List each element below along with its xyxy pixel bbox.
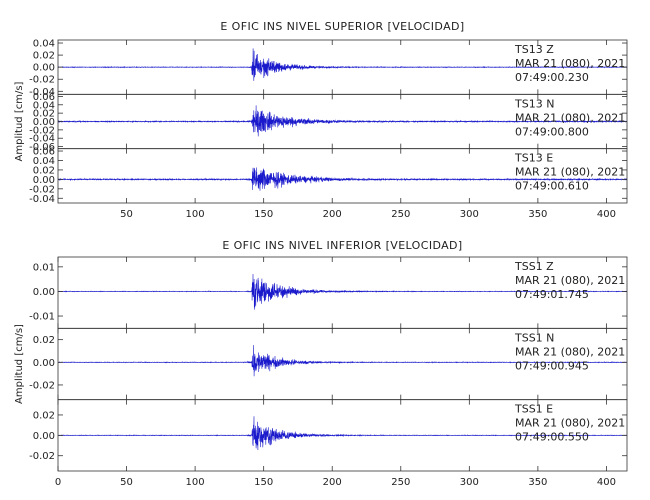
y-axis-label: Amplitud [cm/s] — [14, 324, 25, 404]
x-tick-label: 100 — [186, 209, 205, 220]
y-axis-label: Amplitud [cm/s] — [14, 81, 25, 161]
y-tick-label: -0.02 — [29, 125, 55, 136]
x-tick-label: 50 — [120, 477, 133, 488]
y-tick-label: 0.01 — [33, 262, 55, 273]
x-tick-label: 300 — [460, 209, 479, 220]
y-tick-label: 0.00 — [33, 117, 55, 128]
y-tick-label: -0.06 — [29, 142, 55, 153]
y-tick-label: 0.04 — [33, 39, 55, 50]
waveform-line — [57, 105, 628, 137]
x-tick-label: 150 — [254, 477, 273, 488]
x-tick-label: 250 — [391, 209, 410, 220]
y-tick-label: -0.01 — [29, 312, 55, 323]
time-label: 07:49:00.945 — [515, 359, 589, 372]
subplot-frame — [57, 148, 628, 204]
y-tick-label: -0.02 — [29, 380, 55, 391]
time-label: 07:49:00.230 — [515, 71, 589, 84]
x-tick-label: 100 — [186, 477, 205, 488]
x-tick-label: 350 — [528, 209, 547, 220]
time-label: 07:49:01.745 — [515, 288, 589, 301]
x-tick-label: 50 — [120, 209, 133, 220]
y-tick-label: -0.02 — [29, 184, 55, 195]
station-label: TS13 N — [514, 97, 554, 110]
x-tick-label: 400 — [597, 477, 616, 488]
date-label: MAR 21 (080), 2021 — [515, 166, 625, 179]
date-label: MAR 21 (080), 2021 — [515, 345, 625, 358]
chart-panel-2: E OFIC INS NIVEL INFERIOR [VELOCIDAD] Amp… — [14, 239, 628, 488]
station-label: TS13 E — [514, 152, 553, 165]
y-tick-label: 0.04 — [33, 100, 55, 111]
time-label: 07:49:00.550 — [515, 431, 589, 444]
y-tick-label: 0.02 — [33, 51, 55, 62]
x-tick-label: 200 — [323, 477, 342, 488]
y-tick-label: -0.02 — [29, 75, 55, 86]
date-label: MAR 21 (080), 2021 — [515, 417, 625, 430]
chart-panel-1: E OFIC INS NIVEL SUPERIOR [VELOCIDAD] Amp… — [14, 20, 628, 220]
chart-title: E OFIC INS NIVEL SUPERIOR [VELOCIDAD] — [220, 20, 464, 33]
y-tick-label: 0.02 — [33, 165, 55, 176]
y-tick-label: -0.04 — [29, 194, 55, 205]
y-tick-label: 0.06 — [33, 92, 55, 103]
x-tick-label: 350 — [528, 477, 547, 488]
y-tick-label: -0.04 — [29, 134, 55, 145]
station-label: TS13 Z — [514, 43, 554, 56]
station-label: TSS1 Z — [514, 260, 554, 273]
y-tick-label: 0.02 — [33, 410, 55, 421]
station-label: TSS1 E — [514, 403, 553, 416]
x-tick-label: 0 — [55, 477, 61, 488]
station-label: TSS1 N — [514, 331, 554, 344]
waveform-line — [57, 273, 627, 310]
x-tick-label: 300 — [460, 477, 479, 488]
date-label: MAR 21 (080), 2021 — [515, 57, 625, 70]
x-tick-label: 400 — [597, 209, 616, 220]
y-tick-label: 0.00 — [33, 175, 55, 186]
y-tick-label: 0.00 — [33, 358, 55, 369]
trace-ts13-n: 0.060.040.020.00-0.02-0.04-0.06 TS13 NMAR… — [29, 92, 628, 153]
waveform-line — [57, 345, 628, 377]
x-tick-label: 250 — [391, 477, 410, 488]
y-tick-label: 0.02 — [33, 109, 55, 120]
waveform-line — [57, 48, 628, 81]
time-label: 07:49:00.800 — [515, 125, 589, 138]
y-tick-label: 0.02 — [33, 335, 55, 346]
time-label: 07:49:00.610 — [515, 180, 589, 193]
date-label: MAR 21 (080), 2021 — [515, 111, 625, 124]
y-tick-label: 0.00 — [33, 431, 55, 442]
y-tick-label: 0.00 — [33, 63, 55, 74]
waveform-line — [57, 416, 628, 451]
x-tick-label: 150 — [254, 209, 273, 220]
waveform-line — [57, 167, 628, 191]
y-tick-label: 0.04 — [33, 156, 55, 167]
y-tick-label: 0.06 — [33, 147, 55, 158]
date-label: MAR 21 (080), 2021 — [515, 274, 625, 287]
chart-title: E OFIC INS NIVEL INFERIOR [VELOCIDAD] — [222, 239, 462, 252]
y-tick-label: -0.02 — [29, 451, 55, 462]
y-tick-label: 0.00 — [33, 287, 55, 298]
x-tick-label: 200 — [323, 209, 342, 220]
y-tick-label: -0.04 — [29, 87, 55, 98]
